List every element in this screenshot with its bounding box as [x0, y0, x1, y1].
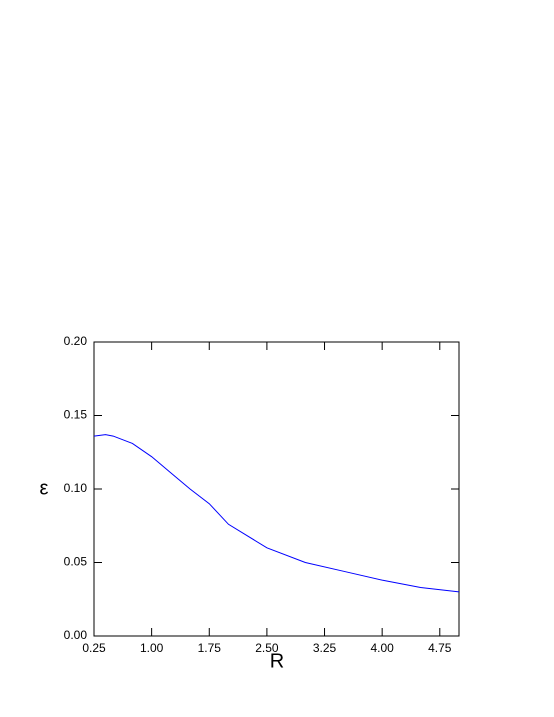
plot-frame: [93, 341, 460, 637]
x-tick-label: 1.75: [198, 641, 222, 655]
y-tick-label: 0.15: [64, 408, 88, 422]
x-tick-label: 0.25: [82, 641, 106, 655]
x-tick-label: 4.00: [370, 641, 394, 655]
x-tick-label: 4.75: [428, 641, 452, 655]
y-tick-label: 0.00: [64, 628, 88, 642]
x-tick-label: 1.00: [140, 641, 164, 655]
x-tick-label: 2.50: [255, 641, 279, 655]
y-axis-title: ε: [40, 477, 49, 499]
y-tick-label: 0.05: [64, 555, 88, 569]
y-tick-label: 0.20: [64, 334, 88, 348]
x-axis-title: R: [270, 650, 284, 672]
y-tick-label: 0.10: [64, 481, 88, 495]
data-line: [93, 434, 460, 593]
x-tick-label: 3.25: [313, 641, 337, 655]
